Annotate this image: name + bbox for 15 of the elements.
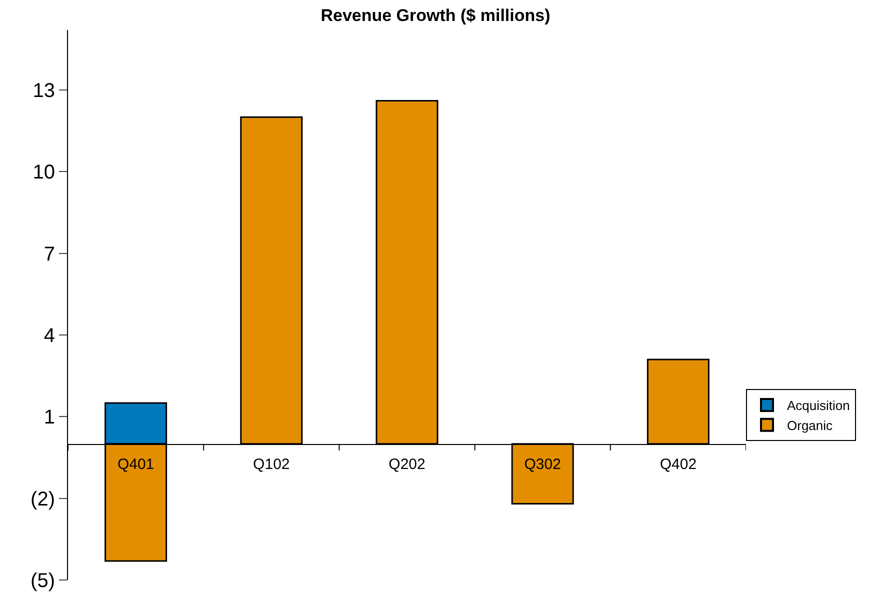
x-tick-label: Q401 [117, 456, 154, 473]
chart-title: Revenue Growth ($ millions) [320, 6, 550, 25]
legend-label: Acquisition [787, 398, 850, 414]
x-tick-label: Q102 [253, 456, 290, 473]
x-tick-label: Q402 [660, 456, 697, 473]
y-tick-label: 1 [44, 406, 55, 429]
x-tick-label: Q202 [388, 456, 426, 473]
y-tick-label: (2) [30, 488, 55, 510]
y-tick-label: 10 [32, 162, 55, 184]
y-tick-label: 7 [44, 243, 55, 266]
y-tick-label: 13 [32, 80, 55, 102]
legend-label: Organic [787, 418, 834, 433]
x-tick-label: Q302 [524, 456, 561, 473]
y-tick-label: (5) [30, 570, 55, 592]
y-tick-label: 4 [44, 324, 55, 347]
